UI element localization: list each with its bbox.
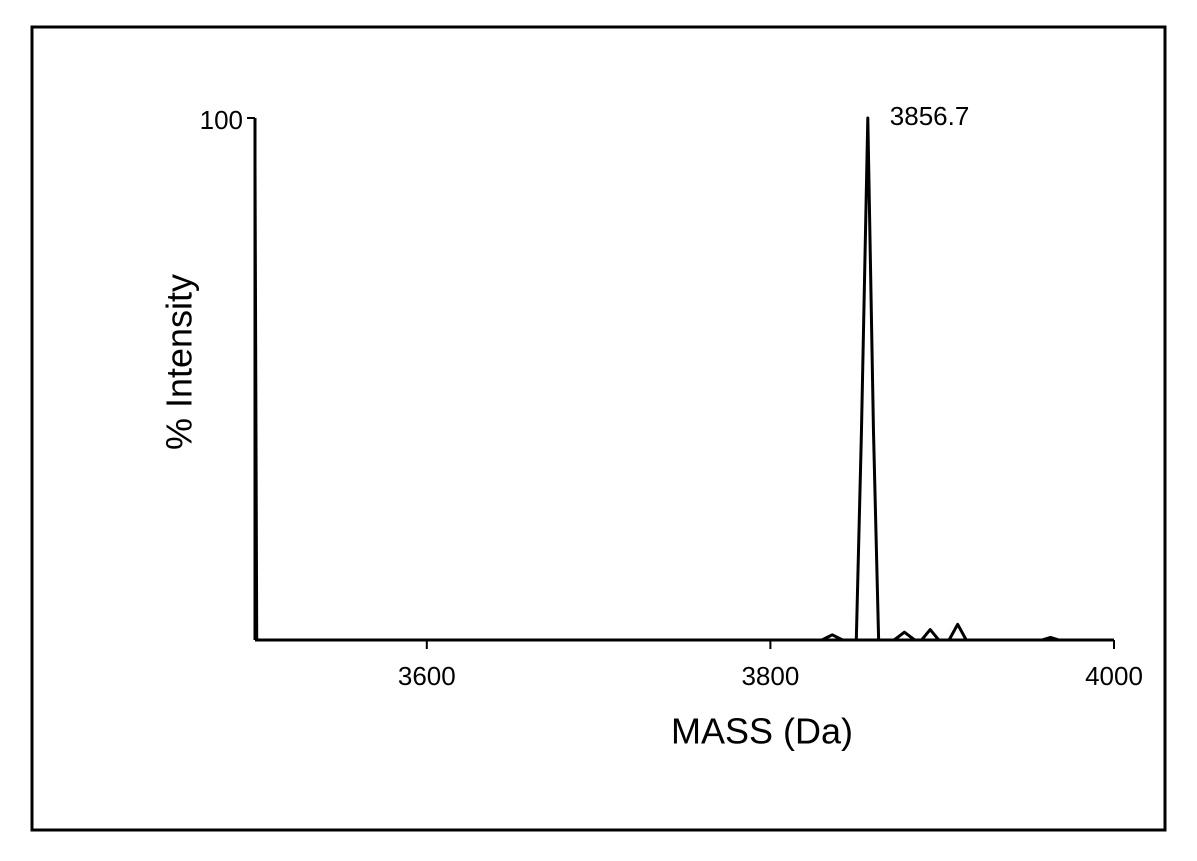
x-tick-label: 3800 [741,661,799,691]
x-tick-label: 3600 [398,661,456,691]
x-axis-label: MASS (Da) [671,711,853,752]
y-tick-label: 100 [200,105,243,135]
spectrum-line [253,116,1114,642]
x-tick-label: 4000 [1085,661,1143,691]
frame [30,25,1167,832]
y-axis-label: % Intensity [159,274,200,450]
peak-label: 3856.7 [890,101,970,131]
